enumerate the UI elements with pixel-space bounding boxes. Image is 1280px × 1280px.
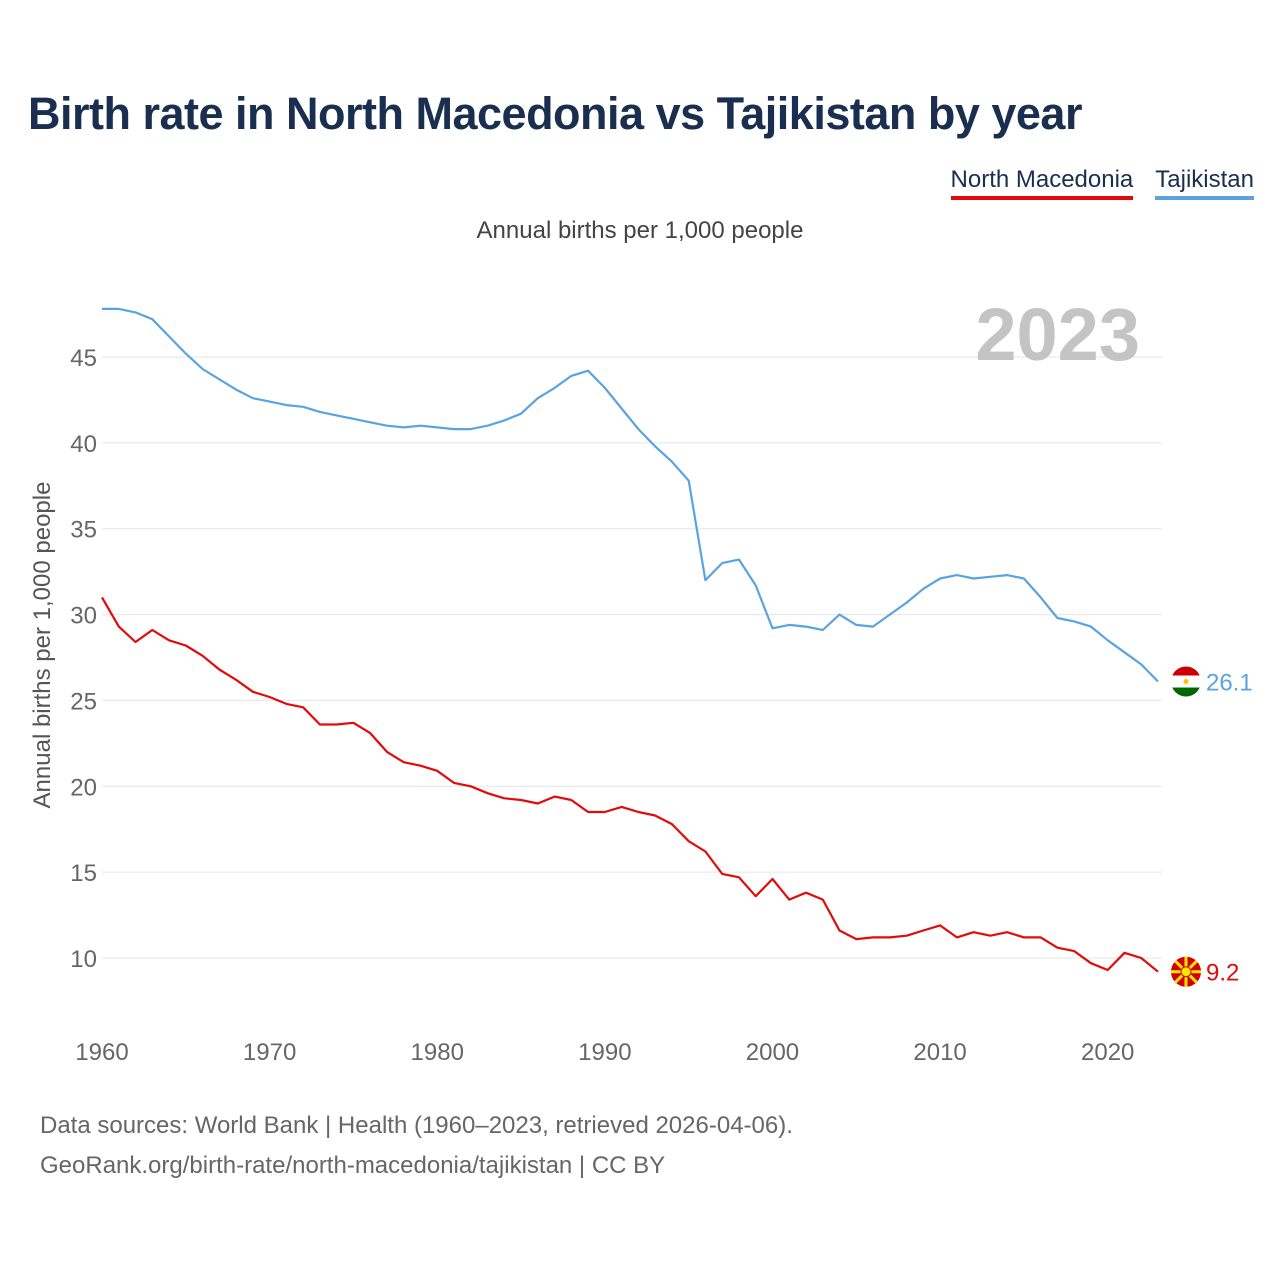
series-line-tajikistan[interactable] (102, 307, 1159, 683)
end-value-label: 26.1 (1206, 670, 1253, 697)
x-tick-label: 1990 (578, 1039, 631, 1066)
footer-url[interactable]: GeoRank.org/birth-rate/north-macedonia/t… (40, 1152, 666, 1179)
x-tick-label: 2010 (913, 1039, 966, 1066)
footer: Data sources: World Bank | Health (1960–… (40, 1106, 793, 1186)
x-tick-label: 2020 (1081, 1039, 1134, 1066)
series-line-north-macedonia[interactable] (101, 596, 1159, 973)
y-tick-label: 35 (70, 517, 97, 544)
flag-icon-tajikistan (1171, 666, 1201, 697)
footer-sources: Data sources: World Bank | Health (1960–… (40, 1112, 793, 1139)
y-tick-label: 10 (70, 946, 97, 973)
chart-subtitle: Annual births per 1,000 people (476, 217, 804, 244)
x-axis-ticks: 1960 1970 1980 1990 2000 2010 2020 (75, 1039, 1134, 1066)
end-value-label: 9.2 (1206, 960, 1239, 987)
y-tick-label: 20 (70, 774, 97, 801)
y-tick-label: 45 (70, 345, 97, 372)
grid-lines (102, 356, 1162, 959)
series-lines (101, 307, 1159, 973)
flag-icon-north-macedonia (1171, 956, 1201, 987)
x-tick-label: 1960 (75, 1039, 128, 1066)
legend-tajikistan[interactable]: Tajikistan (1155, 166, 1254, 200)
x-tick-label: 2000 (746, 1039, 799, 1066)
series-end-markers: 26.1 9.2 (1171, 666, 1253, 987)
y-tick-label: 30 (70, 603, 97, 630)
legend-north-macedonia[interactable]: North Macedonia (950, 166, 1134, 200)
y-tick-label: 40 (70, 431, 97, 458)
y-tick-label: 15 (70, 860, 97, 887)
y-axis-ticks: 10 15 20 25 30 35 40 45 (70, 345, 97, 973)
x-tick-label: 1980 (411, 1039, 464, 1066)
x-tick-label: 1970 (243, 1039, 296, 1066)
y-tick-label: 25 (70, 688, 97, 715)
legend: North Macedonia Tajikistan (950, 166, 1254, 200)
y-axis-label: Annual births per 1,000 people (29, 482, 56, 809)
chart-title: Birth rate in North Macedonia vs Tajikis… (28, 88, 1082, 139)
year-watermark: 2023 (975, 293, 1140, 376)
